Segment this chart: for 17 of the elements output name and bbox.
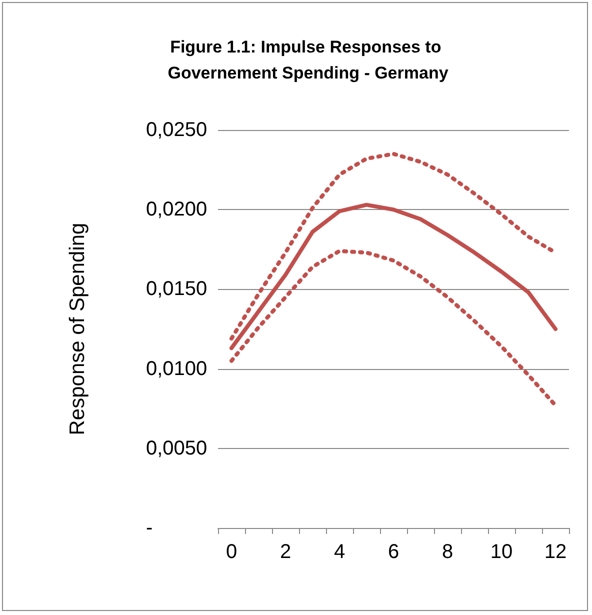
y-tick-label: 0,0050 [146,437,208,460]
x-tick-label: 10 [490,541,513,563]
x-tick-label: 4 [334,541,346,563]
x-tick-label: 12 [544,541,567,563]
line-series [230,202,558,350]
x-tick-label: 2 [280,541,292,563]
x-tick-label: 6 [388,541,400,563]
y-axis-title: Response of Spending [66,222,89,436]
y-tick-label: 0,0200 [146,198,208,221]
x-tick-label: 0 [226,541,238,563]
y-tick-label: 0,0250 [146,119,208,141]
chart-title: Figure 1.1: Impulse Responses to Governement Spending - Germany [168,38,449,82]
x-tick-label: 8 [442,541,454,563]
y-tick-label: - [146,517,153,539]
y-tick-label: 0,0150 [146,278,208,300]
line-series [230,248,558,408]
y-tick-label: 0,0100 [146,358,208,380]
